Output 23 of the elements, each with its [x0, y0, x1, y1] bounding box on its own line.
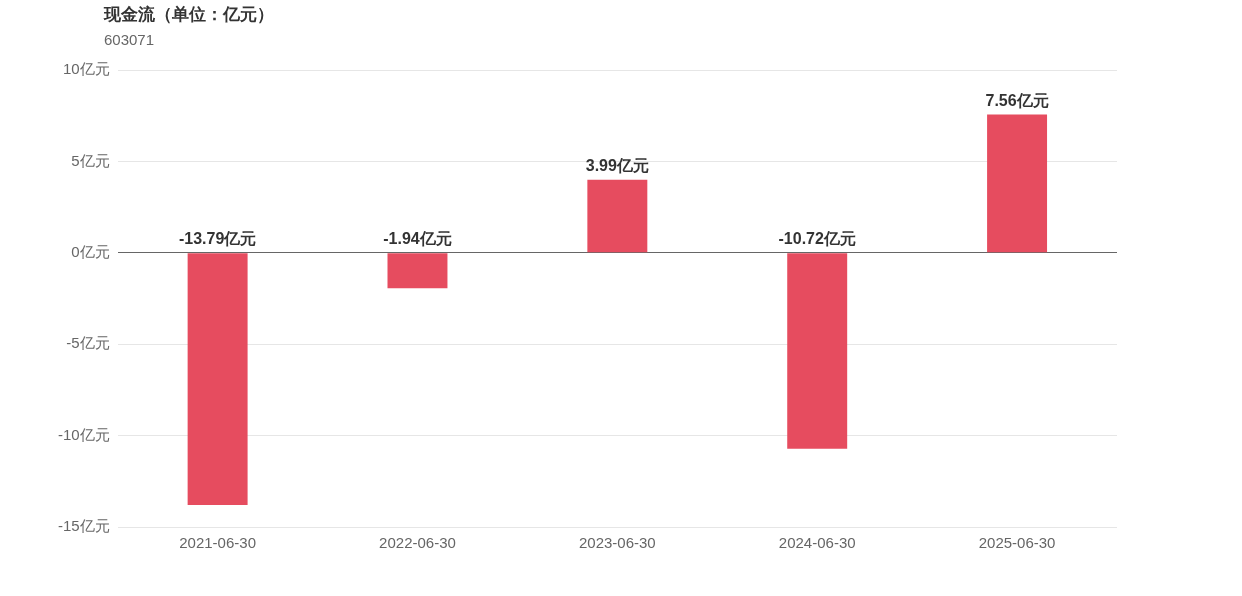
- data-label: -13.79亿元: [178, 230, 257, 248]
- data-label: 7.56亿元: [985, 92, 1049, 110]
- y-tick-label: -10亿元: [57, 425, 110, 443]
- x-tick-label: 2025-06-30: [978, 534, 1056, 552]
- y-tick-label: -5亿元: [66, 334, 110, 352]
- bar: [587, 179, 648, 253]
- x-tick-label: 2024-06-30: [778, 534, 856, 552]
- bar: [187, 253, 248, 505]
- data-label: -1.94亿元: [383, 230, 452, 248]
- chart-title: 现金流（单位：亿元）: [104, 4, 274, 26]
- data-label: -10.72亿元: [778, 230, 856, 248]
- y-tick-label: -15亿元: [57, 517, 110, 535]
- x-tick-label: 2022-06-30: [379, 534, 456, 552]
- chart-subtitle: 603071: [104, 31, 155, 48]
- y-tick-label: 0亿元: [71, 242, 110, 260]
- bar: [787, 253, 848, 449]
- bar: [387, 253, 448, 289]
- bar: [987, 114, 1048, 253]
- x-tick-label: 2021-06-30: [179, 534, 256, 552]
- y-tick-label: 5亿元: [71, 151, 110, 169]
- data-label: 3.99亿元: [585, 157, 649, 175]
- y-tick-label: 10亿元: [62, 60, 110, 78]
- x-tick-label: 2023-06-30: [578, 534, 656, 552]
